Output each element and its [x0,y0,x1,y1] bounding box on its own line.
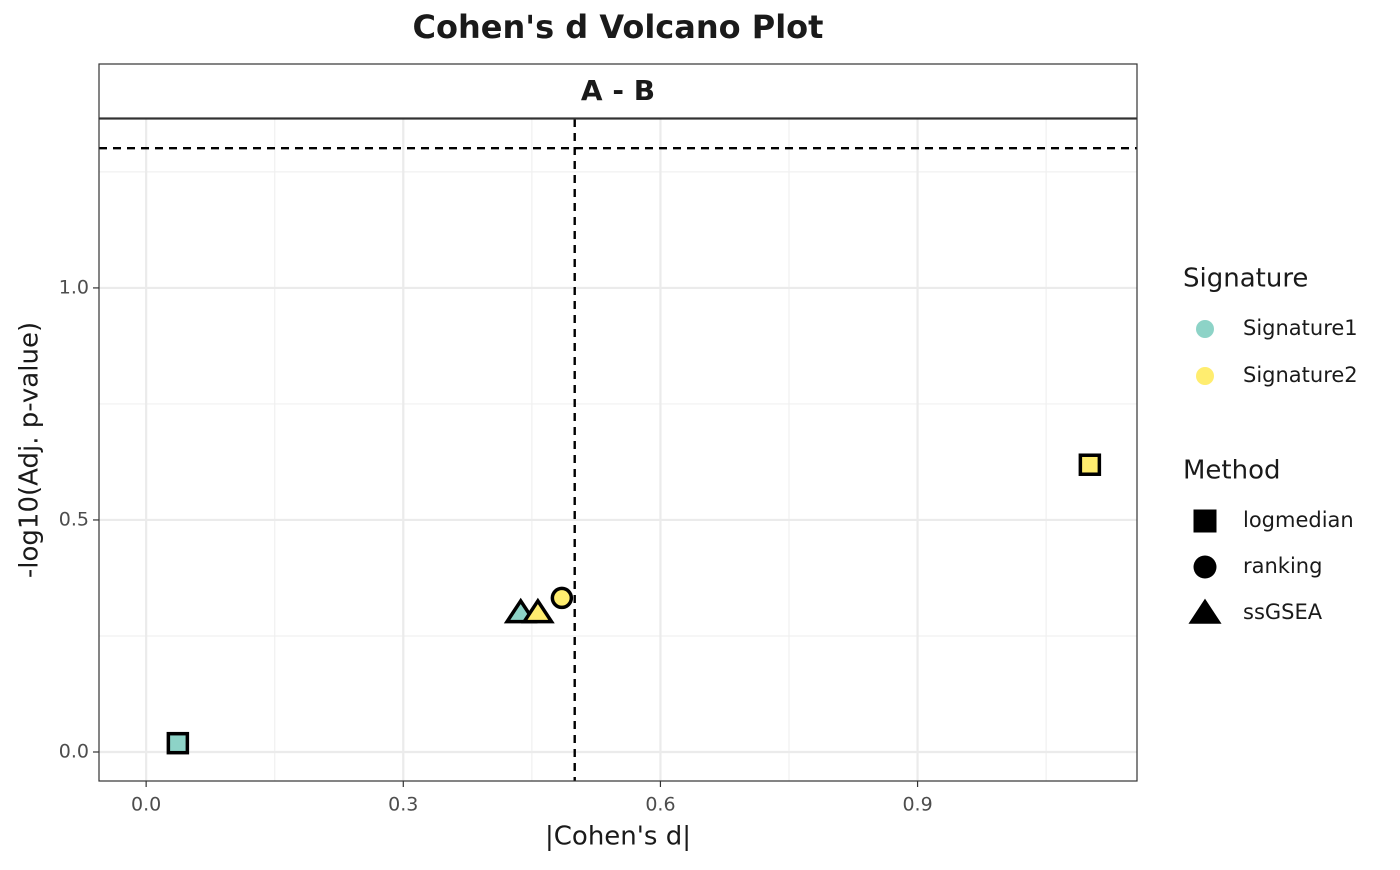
chart-title: Cohen's d Volcano Plot [413,8,824,46]
legend-title: Signature [1183,264,1308,294]
plot-border [98,118,1138,782]
legend-label: ranking [1243,554,1322,578]
facet-label: A - B [581,74,655,107]
y-tick-label: 0.5 [59,508,89,530]
legend-swatch [1188,598,1222,624]
y-axis-title: -log10(Adj. p-value) [15,322,45,578]
legend-title: Method [1183,456,1281,486]
x-tick-label: 0.3 [388,794,418,816]
legend-label: Signature2 [1243,363,1358,387]
point [1078,453,1102,476]
x-axis-title: |Cohen's d| [545,822,691,852]
x-tick-label: 0.0 [131,794,161,816]
legend-swatch [1193,555,1217,579]
legend-label: logmedian [1243,508,1354,532]
legend-label: ssGSEA [1243,600,1323,624]
plot-background [99,119,1137,781]
point [520,597,555,624]
legend-swatch [1196,320,1214,338]
legend-swatch [1193,509,1217,533]
legend-label: Signature1 [1243,316,1358,340]
y-tick-label: 1.0 [59,276,89,298]
point [166,731,190,755]
y-tick-label: 0.0 [59,740,89,762]
x-tick-label: 0.9 [902,794,932,816]
facet-strip [98,63,1138,119]
legend-swatch [1196,367,1214,385]
point [550,586,574,610]
x-tick-label: 0.6 [645,794,675,816]
